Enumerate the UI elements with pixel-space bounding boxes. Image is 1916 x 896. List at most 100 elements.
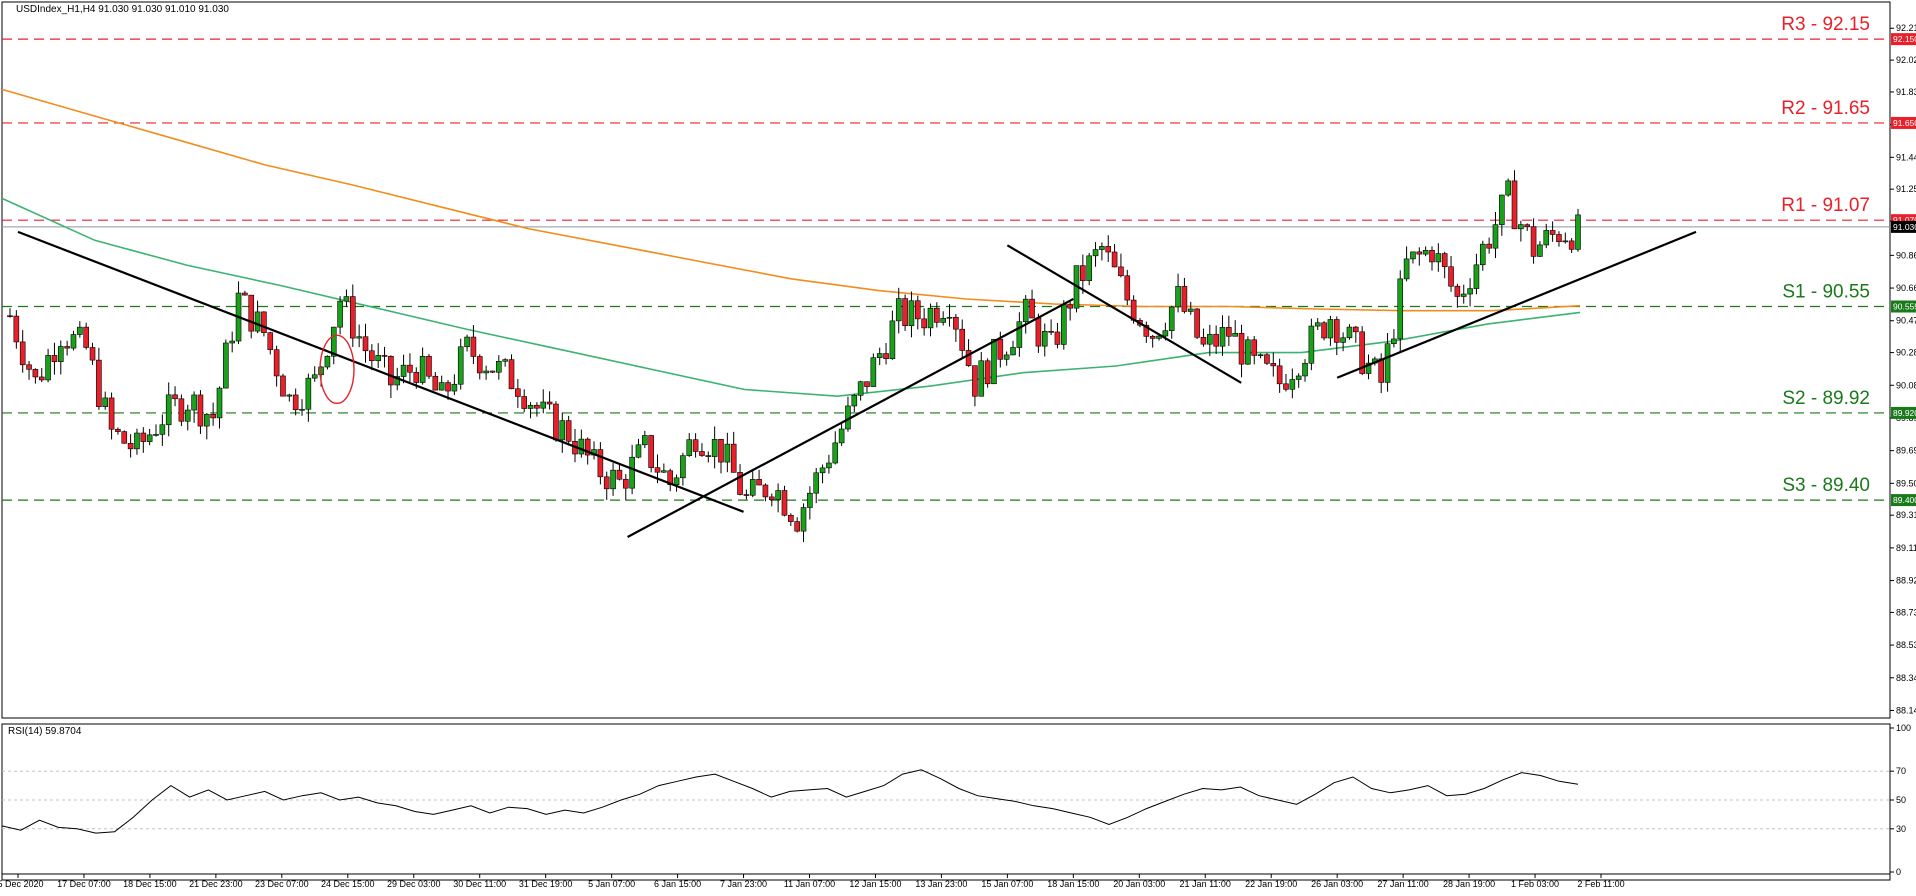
candle-body: [70, 334, 77, 349]
candle-body: [1276, 365, 1283, 385]
candle-body: [1359, 331, 1365, 374]
candle-body: [184, 409, 191, 422]
rsi-plot-frame: [1, 723, 1891, 881]
candle-body: [851, 395, 858, 407]
candle-body: [1283, 383, 1289, 390]
candle-body: [1245, 339, 1251, 365]
moving-average-line: [1, 88, 1581, 312]
candle-body: [883, 353, 889, 359]
candle-body: [26, 364, 32, 370]
candle-body: [540, 401, 547, 409]
rsi-tick-label: 30: [1896, 824, 1906, 834]
trendline: [627, 297, 1074, 538]
candle-body: [1067, 304, 1073, 309]
candle-body: [464, 336, 470, 348]
candle-body: [1429, 249, 1435, 263]
candle-body: [419, 355, 426, 383]
candle-body: [1105, 246, 1112, 253]
price-tick-label: 89.310: [1896, 510, 1916, 520]
candle-body: [51, 355, 58, 362]
candle-body: [686, 439, 693, 456]
candle-body: [19, 341, 26, 366]
candle-body: [1194, 308, 1200, 338]
candle-body: [1499, 194, 1505, 225]
candle-body: [718, 439, 724, 463]
candle-body: [407, 364, 413, 373]
candle-body: [1543, 230, 1550, 246]
candle-body: [1524, 224, 1531, 227]
candle-body: [64, 346, 70, 349]
candle-body: [242, 292, 248, 296]
candle-body: [1219, 327, 1226, 347]
candle-body: [413, 371, 420, 383]
candle-body: [1168, 306, 1175, 331]
candle-body: [1003, 354, 1010, 360]
price-tick-label: 90.280: [1896, 348, 1916, 358]
candle-body: [146, 434, 153, 442]
candle-body: [1403, 258, 1410, 280]
candle-body: [1041, 331, 1048, 347]
candle-body: [261, 311, 267, 333]
candle-body: [553, 403, 559, 441]
candle-body: [584, 438, 591, 456]
candle-body: [134, 432, 140, 450]
candle-body: [1556, 234, 1562, 242]
candle-body: [965, 350, 972, 366]
candle-body: [1473, 264, 1480, 289]
time-tick-label: 11 Jan 07:00: [784, 879, 835, 889]
candle-body: [216, 387, 223, 419]
candle-body: [394, 376, 401, 386]
candle-body: [1207, 334, 1213, 345]
candle-body: [1029, 298, 1035, 319]
candle-body: [1213, 334, 1219, 347]
candle-body: [1054, 331, 1061, 345]
time-tick-label: 31 Dec 19:00: [519, 879, 573, 889]
candle-body: [32, 368, 39, 378]
time-tick-label: 6 Jan 15:00: [654, 879, 701, 889]
candle-body: [451, 383, 458, 392]
candle-body: [756, 479, 762, 486]
candle-body: [45, 355, 51, 381]
candle-body: [127, 442, 134, 450]
time-tick-label: 26 Jan 03:00: [1311, 879, 1363, 889]
candle-body: [692, 439, 699, 452]
candle-body: [1562, 240, 1569, 243]
candle-body: [13, 315, 20, 343]
candle-body: [1441, 253, 1448, 268]
price-tick-label: 89.115: [1896, 543, 1916, 553]
candle-body: [1086, 255, 1092, 281]
candle-body: [165, 394, 172, 426]
candle-body: [369, 350, 375, 362]
time-tick-label: 18 Jan 15:00: [1047, 879, 1099, 889]
time-tick-label: 21 Dec 23:00: [189, 879, 243, 889]
rsi-line: [1, 769, 1579, 834]
candle-body: [946, 316, 953, 319]
rsi-header: RSI(14) 59.8704: [8, 726, 82, 737]
symbol-header: USDIndex_H1,H4 91.030 91.030 91.010 91.0…: [16, 4, 229, 15]
time-tick-label: 23 Dec 07:00: [255, 879, 309, 889]
candle-body: [762, 484, 769, 498]
price-tick-label: 88.340: [1896, 673, 1916, 683]
candle-body: [794, 521, 800, 532]
level-label: S1 - 90.55: [1782, 281, 1870, 302]
candle-body: [1518, 224, 1524, 230]
level-price-tag: [1891, 494, 1916, 507]
candle-body: [108, 397, 115, 430]
price-tick-label: 88.730: [1896, 607, 1916, 617]
candle-body: [1035, 317, 1042, 347]
candle-body: [673, 477, 680, 486]
candle-body: [661, 470, 667, 473]
candle-body: [699, 451, 705, 456]
price-tick-label: 90.860: [1896, 250, 1916, 260]
candle-body: [1511, 180, 1518, 230]
time-tick-label: 28 Jan 19:00: [1443, 879, 1495, 889]
candle-body: [1264, 354, 1270, 364]
candle-body: [622, 478, 629, 489]
trendline: [1336, 230, 1697, 379]
level-price-tag-label: 90.555: [1893, 301, 1916, 311]
candle-body: [350, 296, 356, 339]
candle-body: [1080, 265, 1086, 281]
candle-body: [508, 359, 515, 390]
candle-body: [1346, 326, 1353, 339]
